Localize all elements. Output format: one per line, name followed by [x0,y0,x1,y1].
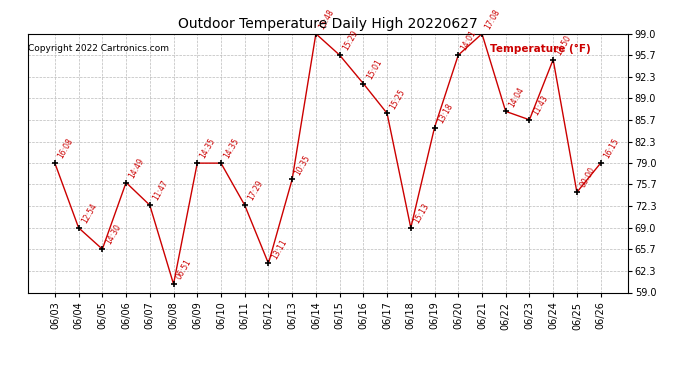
Text: 10:35: 10:35 [293,153,313,177]
Text: 15:48: 15:48 [317,8,336,31]
Text: 15:01: 15:01 [365,57,384,81]
Text: 16:08: 16:08 [57,137,75,160]
Text: 14:35: 14:35 [199,137,217,160]
Text: 11:47: 11:47 [151,179,170,203]
Text: 17:08: 17:08 [484,8,502,31]
Text: 15:13: 15:13 [412,202,431,225]
Text: 15:25: 15:25 [388,87,407,111]
Text: 13:18: 13:18 [436,102,455,125]
Text: 12:54: 12:54 [80,202,99,225]
Text: 16:15: 16:15 [602,137,621,160]
Text: 14:04: 14:04 [507,85,526,109]
Text: 14:49: 14:49 [128,156,146,180]
Text: 13:50: 13:50 [555,33,573,57]
Title: Outdoor Temperature Daily High 20220627: Outdoor Temperature Daily High 20220627 [178,17,477,31]
Text: 06:51: 06:51 [175,258,194,281]
Text: 13:11: 13:11 [270,237,288,261]
Text: Temperature (°F): Temperature (°F) [490,44,591,54]
Text: 11:43: 11:43 [531,94,549,117]
Text: 17:29: 17:29 [246,179,265,203]
Text: 14:35: 14:35 [222,137,241,160]
Text: 15:29: 15:29 [341,29,359,53]
Text: Copyright 2022 Cartronics.com: Copyright 2022 Cartronics.com [28,44,168,53]
Text: 14:01: 14:01 [460,29,478,53]
Text: 00:00: 00:00 [578,166,597,189]
Text: 14:30: 14:30 [104,223,122,246]
